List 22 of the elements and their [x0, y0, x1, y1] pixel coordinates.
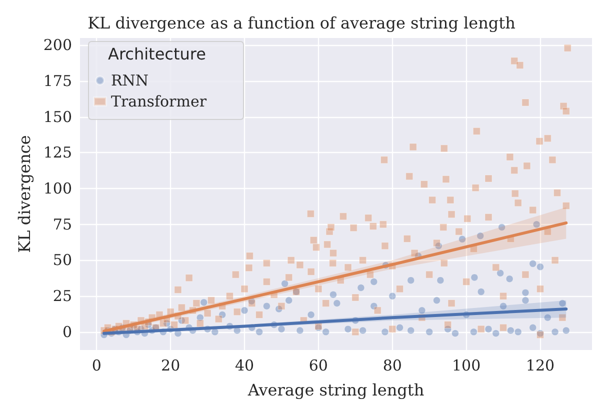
y-tick-label: 200 [43, 36, 72, 54]
chart-title: KL divergence as a function of average string length [88, 14, 516, 32]
y-tick-label: 75 [52, 215, 72, 234]
x-tick-label: 120 [526, 356, 555, 374]
x-tick-label: 80 [382, 356, 402, 374]
y-tick-label: 25 [52, 287, 72, 306]
y-tick-label: 150 [43, 108, 72, 126]
legend-label: Transformer [111, 92, 208, 110]
y-tick-label: 125 [43, 144, 72, 162]
y-tick-label: 100 [43, 180, 72, 198]
x-tick-label: 20 [161, 356, 180, 374]
x-axis-title: Average string length [246, 380, 424, 400]
y-tick-label: 50 [52, 251, 72, 270]
legend-title: Architecture [108, 44, 206, 64]
x-tick-label: 60 [308, 356, 328, 374]
x-tick-label: 100 [452, 356, 481, 374]
y-tick-label: 175 [43, 72, 72, 90]
y-axis-title: KL divergence [14, 135, 34, 253]
x-tick-label: 40 [234, 356, 254, 374]
legend-label: RNN [111, 72, 149, 90]
x-tick-label: 0 [92, 356, 102, 374]
y-tick-label: 0 [62, 322, 72, 341]
